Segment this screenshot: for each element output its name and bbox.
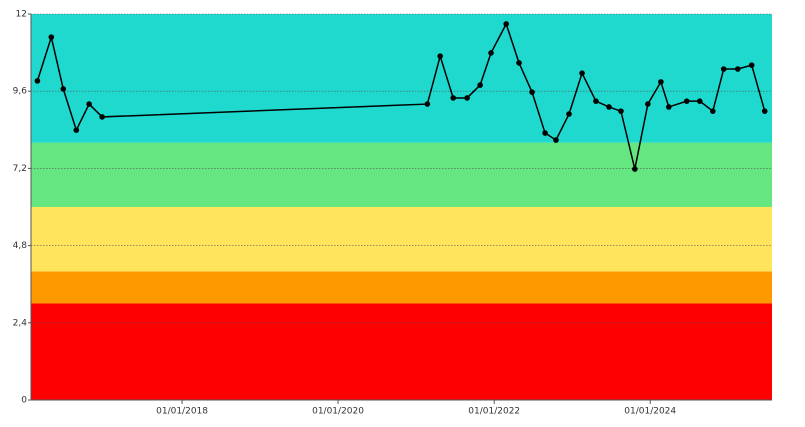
point — [503, 21, 509, 27]
point — [735, 66, 741, 72]
point — [542, 130, 548, 136]
point — [566, 111, 572, 117]
point — [618, 108, 624, 114]
y-tick-label: 9,6 — [13, 87, 28, 97]
point — [450, 95, 457, 101]
point — [710, 108, 716, 114]
y-tick-label: 12 — [16, 10, 27, 20]
point — [34, 78, 41, 84]
point — [645, 101, 651, 107]
point — [529, 89, 535, 95]
point — [593, 98, 599, 104]
point — [748, 62, 755, 68]
point — [579, 70, 585, 76]
point — [696, 98, 703, 104]
point — [632, 166, 638, 172]
point — [658, 79, 664, 85]
y-tick-label: 0 — [21, 396, 27, 406]
point — [683, 98, 690, 104]
band — [31, 207, 772, 272]
point — [48, 34, 55, 40]
y-tick-label: 4,8 — [13, 241, 28, 251]
band — [31, 271, 772, 304]
point — [73, 127, 80, 133]
x-tick-label: 01/01/2018 — [156, 407, 208, 417]
band — [31, 142, 772, 207]
x-tick-label: 01/01/2020 — [312, 407, 364, 417]
point — [60, 86, 67, 92]
point — [424, 101, 431, 107]
point — [665, 104, 672, 110]
point — [464, 95, 470, 101]
point — [761, 108, 768, 114]
band — [31, 14, 772, 143]
y-tick-label: 2,4 — [13, 318, 28, 328]
point — [720, 66, 727, 72]
x-tick-label: 01/01/2022 — [468, 407, 520, 417]
point — [99, 114, 105, 120]
point — [516, 60, 522, 66]
y-tick-label: 7,2 — [13, 164, 27, 174]
point — [488, 50, 494, 56]
point — [606, 104, 612, 110]
point — [437, 53, 443, 59]
point — [86, 101, 92, 107]
x-tick-label: 01/01/2024 — [624, 407, 676, 417]
point — [477, 82, 483, 88]
point — [553, 137, 559, 143]
band — [31, 303, 772, 400]
